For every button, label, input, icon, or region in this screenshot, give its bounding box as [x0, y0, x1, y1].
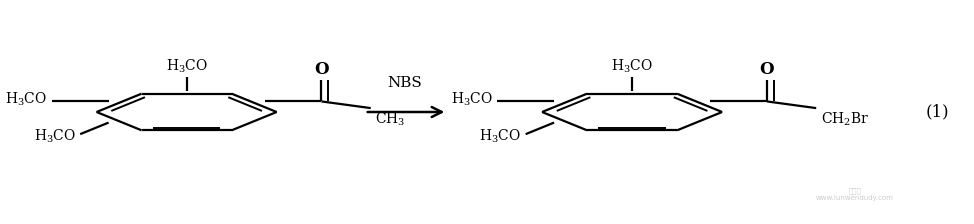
Text: $\mathregular{CH_2Br}$: $\mathregular{CH_2Br}$	[821, 110, 869, 128]
Text: O: O	[760, 61, 774, 78]
Text: O: O	[315, 61, 329, 78]
Text: $\mathregular{H_3CO}$: $\mathregular{H_3CO}$	[33, 128, 75, 145]
Text: NBS: NBS	[388, 76, 422, 90]
Text: $\mathregular{H_3CO}$: $\mathregular{H_3CO}$	[451, 90, 493, 108]
Text: $\mathregular{H_3CO}$: $\mathregular{H_3CO}$	[611, 58, 653, 75]
Text: $\mathregular{H_3CO}$: $\mathregular{H_3CO}$	[5, 90, 47, 108]
Text: $\mathregular{CH_3}$: $\mathregular{CH_3}$	[375, 110, 406, 128]
Text: 学术堂
www.lunwendudy.com: 学术堂 www.lunwendudy.com	[816, 187, 894, 201]
Text: $\mathregular{H_3CO}$: $\mathregular{H_3CO}$	[479, 128, 521, 145]
Text: $\mathregular{H_3CO}$: $\mathregular{H_3CO}$	[166, 58, 207, 75]
Text: (1): (1)	[926, 103, 950, 121]
